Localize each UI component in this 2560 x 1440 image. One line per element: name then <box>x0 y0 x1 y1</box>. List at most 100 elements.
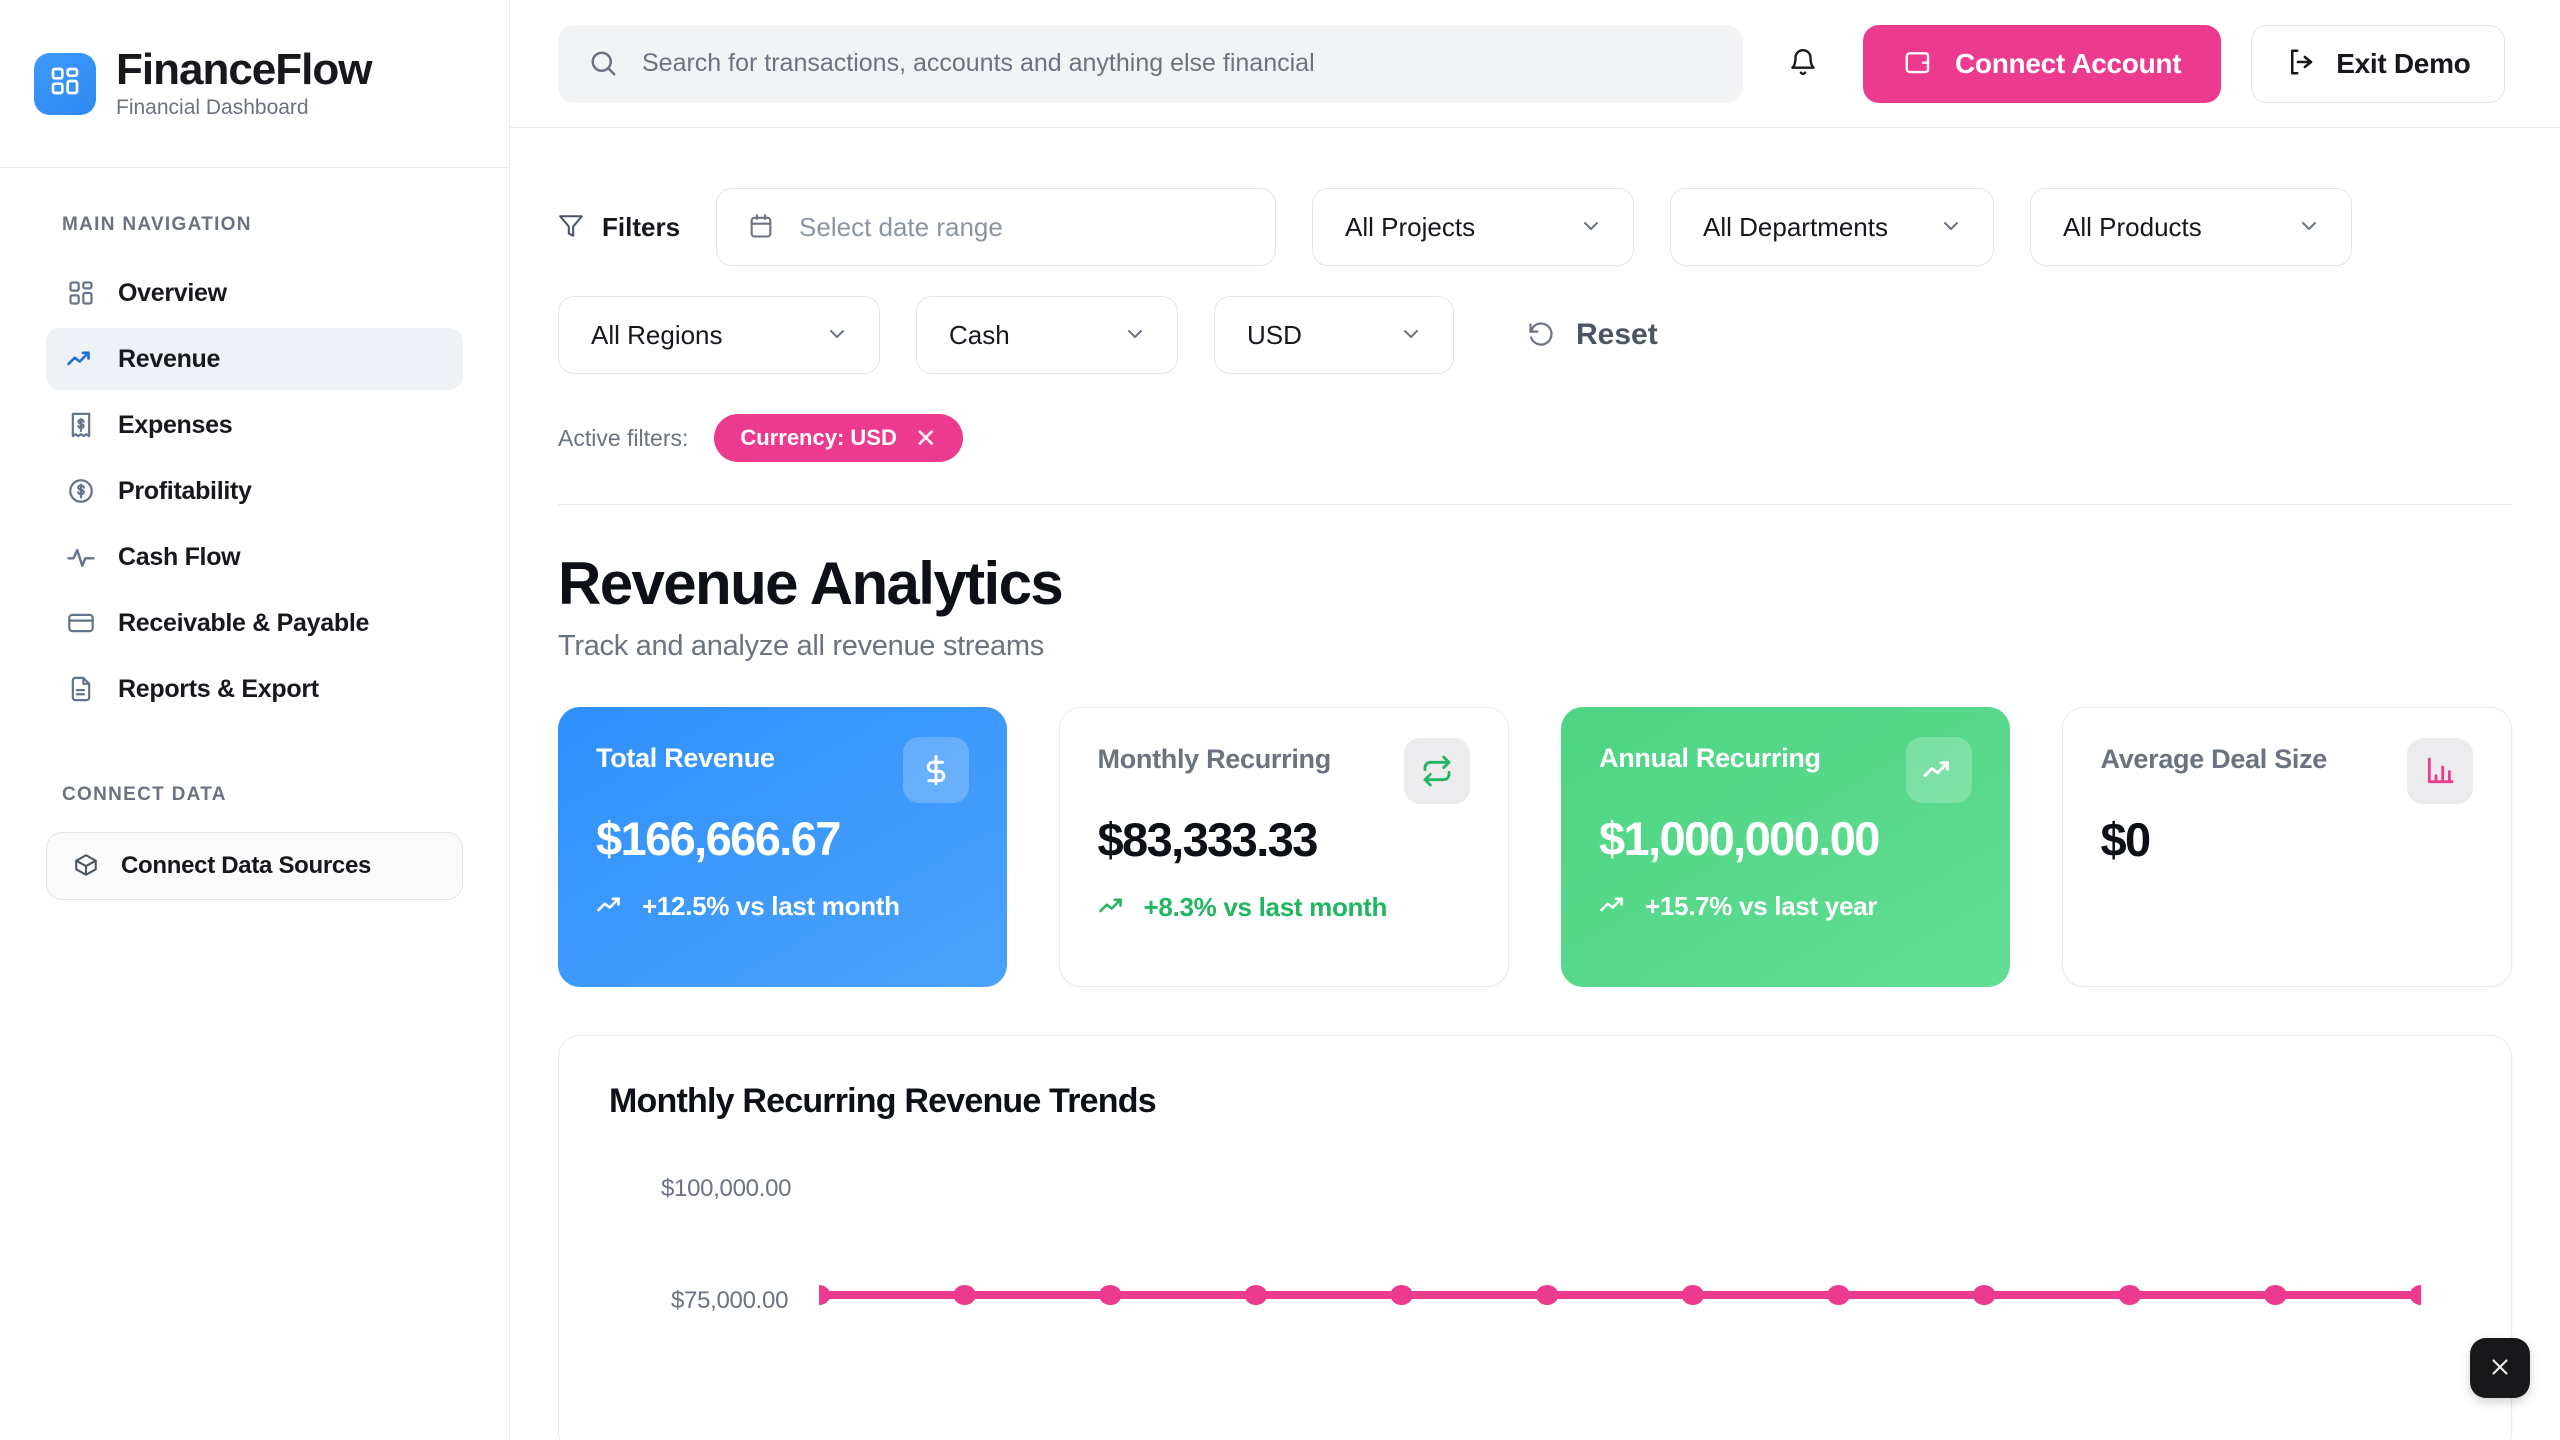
chart-data-point[interactable] <box>1099 1285 1122 1305</box>
search-box[interactable] <box>558 24 1743 103</box>
select-currency[interactable]: USD <box>1214 296 1454 374</box>
brand-title: FinanceFlow <box>116 44 372 94</box>
select-accounting-basis[interactable]: Cash <box>916 296 1178 374</box>
select-departments-value: All Departments <box>1703 211 1888 242</box>
exit-demo-button[interactable]: Exit Demo <box>2251 24 2506 103</box>
select-currency-value: USD <box>1247 319 1302 350</box>
trending-up-icon <box>66 344 96 374</box>
kpi-title: Annual Recurring <box>1599 743 1821 773</box>
kpi-card-total-revenue[interactable]: Total Revenue $166,666.67 <box>558 707 1007 987</box>
line-chart-svg <box>807 1285 2433 1305</box>
dollar-sign-icon <box>902 737 969 803</box>
select-regions[interactable]: All Regions <box>558 296 880 374</box>
cube-box-icon <box>73 852 101 880</box>
kpi-delta: +8.3% vs last month <box>1098 891 1428 923</box>
filters-label: Filters <box>558 212 680 243</box>
select-projects-value: All Projects <box>1345 211 1476 242</box>
brand-header: FinanceFlow Financial Dashboard <box>0 0 509 168</box>
chevron-down-icon <box>1399 322 1425 348</box>
connect-data-sources-button[interactable]: Connect Data Sources <box>46 832 463 900</box>
sidebar-item-revenue[interactable]: Revenue <box>46 328 463 390</box>
chart-data-point[interactable] <box>1681 1285 1705 1305</box>
select-departments[interactable]: All Departments <box>1670 188 1995 266</box>
funnel-icon <box>558 213 586 241</box>
content-scroll: Filters Select date range All Projects <box>510 128 2560 1440</box>
chart-data-point[interactable] <box>1244 1285 1268 1305</box>
sidebar-item-profitability[interactable]: Profitability <box>46 460 463 522</box>
receipt-dollar-icon <box>66 410 96 440</box>
chart-data-point[interactable] <box>2264 1285 2287 1305</box>
nav-section-heading: MAIN NAVIGATION <box>62 214 252 235</box>
notifications-button[interactable] <box>1773 34 1833 94</box>
search-input[interactable] <box>642 49 1713 78</box>
sidebar-item-expenses[interactable]: Expenses <box>46 394 463 456</box>
bar-chart-icon <box>2407 738 2473 804</box>
kpi-card-monthly-recurring[interactable]: Monthly Recurring $83,333.33 <box>1058 707 1509 987</box>
chevron-down-icon <box>1123 322 1149 348</box>
trending-up-icon <box>1098 891 1130 923</box>
chart-area: $100,000.00 $75,000.00 <box>609 1175 2461 1405</box>
chart-data-point[interactable] <box>1535 1285 1559 1305</box>
sidebar: FinanceFlow Financial Dashboard MAIN NAV… <box>0 0 510 1440</box>
logout-icon <box>2286 47 2316 80</box>
active-filter-chip-currency[interactable]: Currency: USD ✕ <box>714 414 963 462</box>
select-regions-value: All Regions <box>591 319 723 350</box>
page-title: Revenue Analytics <box>558 550 1064 617</box>
sidebar-nav: MAIN NAVIGATION Overview <box>0 168 509 1440</box>
sidebar-item-receivable-payable[interactable]: Receivable & Payable <box>46 592 463 654</box>
exit-demo-label: Exit Demo <box>2336 47 2471 79</box>
kpi-delta: +15.7% vs last year <box>1599 890 1929 922</box>
connect-section-heading: CONNECT DATA <box>62 784 227 805</box>
kpi-delta-text: +15.7% vs last year <box>1645 890 1878 921</box>
top-bar: Connect Account Exit Demo <box>510 0 2560 128</box>
bell-icon <box>1788 47 1818 80</box>
chart-data-point[interactable] <box>953 1285 976 1305</box>
chart-data-point[interactable] <box>1390 1285 1413 1305</box>
kpi-value: $166,666.67 <box>596 812 841 865</box>
chart-data-point[interactable] <box>1972 1285 1996 1305</box>
line-chart-plot[interactable] <box>807 1215 2433 1335</box>
calendar-icon <box>747 212 777 242</box>
activity-pulse-icon <box>66 542 96 572</box>
filters-label-text: Filters <box>602 211 681 242</box>
credit-card-icon <box>66 608 96 638</box>
sidebar-item-reports-export[interactable]: Reports & Export <box>46 658 463 720</box>
kpi-delta: +12.5% vs last month <box>596 890 926 922</box>
active-filters-label: Active filters: <box>558 424 689 451</box>
kpi-title: Monthly Recurring <box>1097 744 1332 774</box>
section-divider <box>558 504 2512 505</box>
active-filters: Active filters: Currency: USD ✕ <box>558 404 2512 462</box>
chart-data-point[interactable] <box>1827 1285 1850 1305</box>
sidebar-item-label: Expenses <box>118 410 233 439</box>
sidebar-item-overview[interactable]: Overview <box>46 262 463 324</box>
trending-up-icon <box>1905 737 1972 803</box>
active-filter-chip-label: Currency: USD <box>740 425 897 450</box>
sidebar-item-cash-flow[interactable]: Cash Flow <box>46 526 463 588</box>
filters-row-1: Filters Select date range All Projects <box>558 188 2512 266</box>
select-products[interactable]: All Products <box>2030 188 2353 266</box>
connect-account-button[interactable]: Connect Account <box>1863 24 2222 103</box>
page-subtitle: Track and analyze all revenue streams <box>558 630 1044 662</box>
kpi-card-average-deal-size[interactable]: Average Deal Size $0 <box>2061 707 2512 987</box>
main-area: Connect Account Exit Demo <box>510 0 2560 1440</box>
connect-data-section: CONNECT DATA Connect Data Sources <box>0 720 509 900</box>
search-icon <box>588 48 620 80</box>
date-range-picker[interactable]: Select date range <box>716 188 1277 266</box>
reset-filters-label: Reset <box>1576 318 1658 351</box>
connect-data-sources-label: Connect Data Sources <box>121 852 372 879</box>
kpi-value: $0 <box>2100 813 2152 866</box>
close-icon[interactable]: ✕ <box>914 423 937 453</box>
sidebar-item-label: Receivable & Payable <box>118 608 370 637</box>
kpi-delta-text: +12.5% vs last month <box>642 890 900 921</box>
sidebar-item-label: Overview <box>118 278 227 307</box>
close-overlay-button[interactable] <box>2470 1338 2530 1398</box>
chart-data-point[interactable] <box>2409 1285 2433 1305</box>
chart-data-point[interactable] <box>2118 1285 2141 1305</box>
kpi-card-annual-recurring[interactable]: Annual Recurring $1,000,000.00 <box>1561 707 2010 987</box>
filters-bar: Filters Select date range All Projects <box>510 128 2560 462</box>
reset-filters-button[interactable]: Reset <box>1514 318 1670 352</box>
filters-row-2: All Regions Cash USD <box>558 296 2512 374</box>
chart-data-point[interactable] <box>807 1285 831 1305</box>
select-projects[interactable]: All Projects <box>1312 188 1635 266</box>
